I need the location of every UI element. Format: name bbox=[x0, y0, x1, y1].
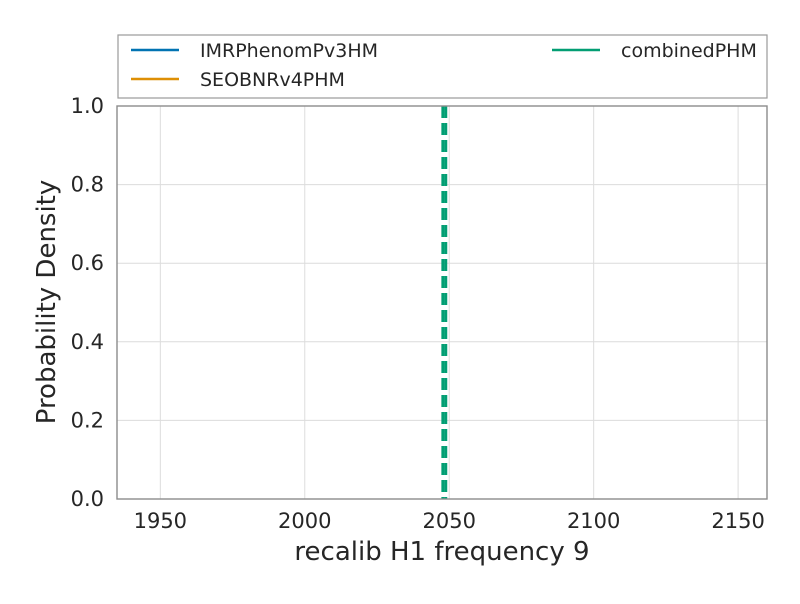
plot-frame bbox=[116, 105, 768, 500]
x-axis-ticks: 1950 2000 2050 2100 2150 bbox=[134, 509, 765, 533]
y-tick-label: 0.8 bbox=[71, 173, 104, 197]
y-tick-label: 0.0 bbox=[71, 487, 104, 511]
legend: IMRPhenomPv3HM SEOBNRv4PHM combinedPHM bbox=[117, 34, 768, 99]
x-tick-label: 1950 bbox=[134, 509, 187, 533]
y-axis-label: Probability Density bbox=[32, 180, 62, 425]
legend-label: IMRPhenomPv3HM bbox=[200, 40, 378, 62]
y-axis-ticks: 0.0 0.2 0.4 0.6 0.8 1.0 bbox=[71, 94, 104, 511]
x-tick-label: 2150 bbox=[711, 509, 764, 533]
x-tick-label: 2050 bbox=[422, 509, 475, 533]
legend-frame bbox=[117, 34, 768, 99]
legend-label: SEOBNRv4PHM bbox=[200, 69, 345, 91]
y-tick-label: 0.6 bbox=[71, 251, 104, 275]
plot-area bbox=[116, 105, 768, 500]
y-tick-label: 0.4 bbox=[71, 330, 104, 354]
vertical-lines bbox=[441, 106, 448, 499]
y-tick-label: 0.2 bbox=[71, 408, 104, 432]
legend-label: combinedPHM bbox=[621, 40, 757, 62]
x-axis-label: recalib H1 frequency 9 bbox=[294, 537, 589, 567]
x-tick-label: 2100 bbox=[567, 509, 620, 533]
y-tick-label: 1.0 bbox=[71, 94, 104, 118]
x-tick-label: 2000 bbox=[278, 509, 331, 533]
grid bbox=[117, 105, 767, 500]
